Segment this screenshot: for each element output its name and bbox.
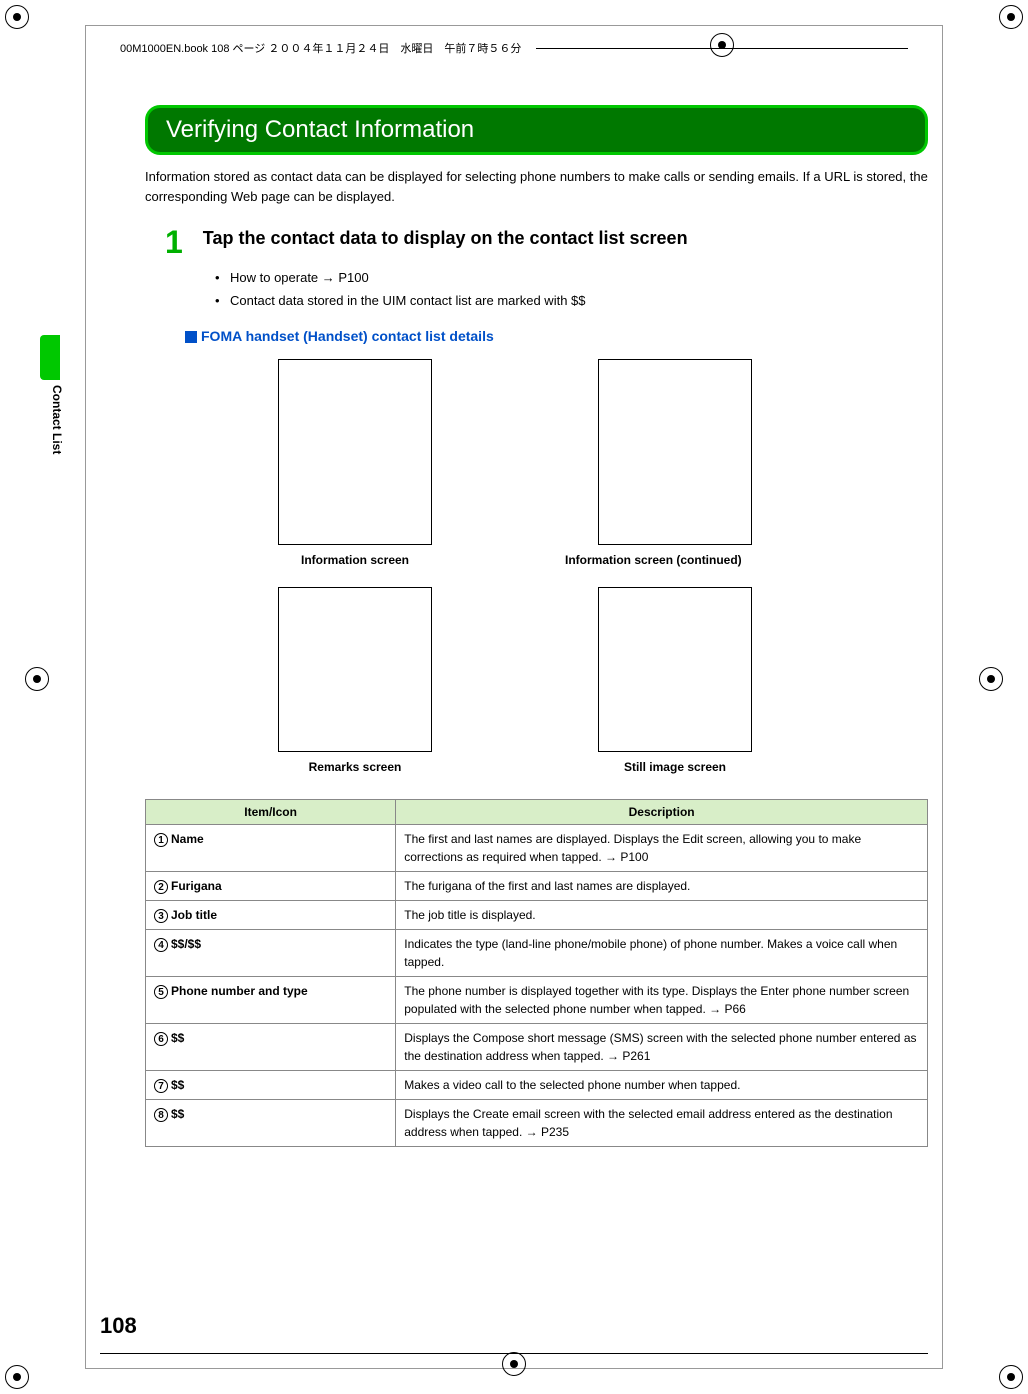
crop-mark-mr — [943, 667, 1003, 727]
table-row: 3Job titleThe job title is displayed. — [146, 900, 928, 929]
table-desc-cell: The phone number is displayed together w… — [396, 976, 928, 1023]
table-row: 4$$/$$Indicates the type (land-line phon… — [146, 929, 928, 976]
step-bullets: How to operate → P100 Contact data store… — [215, 266, 928, 313]
screenshot-cell: Information screen — [215, 359, 495, 567]
table-item-cell: 3Job title — [146, 900, 396, 929]
screenshot-caption: Information screen (continued) — [535, 553, 815, 567]
crop-mark-tl — [5, 5, 65, 65]
table-row: 8$$Displays the Create email screen with… — [146, 1099, 928, 1146]
screenshot-caption: Information screen — [215, 553, 495, 567]
table-header-desc: Description — [396, 799, 928, 824]
page-header: 00M1000EN.book 108 ページ ２００４年１１月２４日 水曜日 午… — [120, 40, 908, 56]
circled-number-icon: 1 — [154, 833, 168, 847]
screenshot-placeholder — [598, 587, 752, 752]
table-item-label: $$/$$ — [171, 937, 201, 951]
table-item-cell: 4$$/$$ — [146, 929, 396, 976]
table-item-label: Job title — [171, 908, 217, 922]
step-bullet: How to operate → P100 — [215, 266, 928, 289]
subsection-title: FOMA handset (Handset) contact list deta… — [185, 328, 928, 344]
table-desc-cell: Indicates the type (land-line phone/mobi… — [396, 929, 928, 976]
table-item-label: $$ — [171, 1078, 184, 1092]
crop-mark-bl — [5, 1329, 65, 1389]
screenshot-cell: Remarks screen — [215, 587, 495, 774]
circled-number-icon: 2 — [154, 880, 168, 894]
table-item-cell: 1Name — [146, 824, 396, 871]
section-title-bar: Verifying Contact Information — [145, 105, 928, 155]
table-item-cell: 8$$ — [146, 1099, 396, 1146]
header-registration-mark — [710, 33, 734, 57]
table-item-label: Name — [171, 832, 204, 846]
table-item-label: $$ — [171, 1107, 184, 1121]
side-section-label: Contact List — [50, 385, 64, 454]
table-row: 5Phone number and typeThe phone number i… — [146, 976, 928, 1023]
table-item-cell: 5Phone number and type — [146, 976, 396, 1023]
step-row: 1 Tap the contact data to display on the… — [165, 226, 928, 258]
step-bullet: Contact data stored in the UIM contact l… — [215, 289, 928, 312]
crop-mark-tr — [963, 5, 1023, 65]
step-number: 1 — [165, 226, 183, 258]
screenshot-cell: Information screen (continued) — [535, 359, 815, 567]
table-row: 6$$Displays the Compose short message (S… — [146, 1023, 928, 1070]
table-row: 1NameThe first and last names are displa… — [146, 824, 928, 871]
circled-number-icon: 4 — [154, 938, 168, 952]
table-item-cell: 6$$ — [146, 1023, 396, 1070]
table-item-cell: 7$$ — [146, 1070, 396, 1099]
header-file-info: 00M1000EN.book 108 ページ ２００４年１１月２４日 水曜日 午… — [120, 40, 521, 56]
table-desc-cell: Displays the Create email screen with th… — [396, 1099, 928, 1146]
table-desc-cell: Makes a video call to the selected phone… — [396, 1070, 928, 1099]
circled-number-icon: 8 — [154, 1108, 168, 1122]
circled-number-icon: 3 — [154, 909, 168, 923]
circled-number-icon: 6 — [154, 1032, 168, 1046]
table-row: 2FuriganaThe furigana of the first and l… — [146, 871, 928, 900]
screenshot-caption: Remarks screen — [215, 760, 495, 774]
screenshot-placeholder — [598, 359, 752, 545]
table-item-cell: 2Furigana — [146, 871, 396, 900]
crop-mark-ml — [25, 667, 85, 727]
circled-number-icon: 5 — [154, 985, 168, 999]
table-header-item: Item/Icon — [146, 799, 396, 824]
screenshot-cell: Still image screen — [535, 587, 815, 774]
subsection-title-text: FOMA handset (Handset) contact list deta… — [201, 328, 494, 344]
table-desc-cell: The job title is displayed. — [396, 900, 928, 929]
section-title: Verifying Contact Information — [148, 108, 925, 152]
step-title: Tap the contact data to display on the c… — [203, 226, 688, 251]
circled-number-icon: 7 — [154, 1079, 168, 1093]
section-intro: Information stored as contact data can b… — [145, 167, 928, 206]
screenshot-caption: Still image screen — [535, 760, 815, 774]
subsection-marker-icon — [185, 331, 197, 343]
screenshot-grid: Information screen Information screen (c… — [215, 359, 928, 774]
table-desc-cell: The furigana of the first and last names… — [396, 871, 928, 900]
description-table: Item/Icon Description 1NameThe first and… — [145, 799, 928, 1147]
table-desc-cell: The first and last names are displayed. … — [396, 824, 928, 871]
screenshot-placeholder — [278, 359, 432, 545]
side-color-tab — [40, 335, 60, 380]
table-item-label: Furigana — [171, 879, 222, 893]
table-item-label: Phone number and type — [171, 984, 308, 998]
crop-mark-br — [963, 1329, 1023, 1389]
table-header-row: Item/Icon Description — [146, 799, 928, 824]
screenshot-placeholder — [278, 587, 432, 752]
footer-registration-mark — [502, 1352, 526, 1376]
page-number: 108 — [100, 1313, 137, 1339]
table-row: 7$$Makes a video call to the selected ph… — [146, 1070, 928, 1099]
table-desc-cell: Displays the Compose short message (SMS)… — [396, 1023, 928, 1070]
table-item-label: $$ — [171, 1031, 184, 1045]
main-content: Verifying Contact Information Informatio… — [145, 105, 928, 1147]
